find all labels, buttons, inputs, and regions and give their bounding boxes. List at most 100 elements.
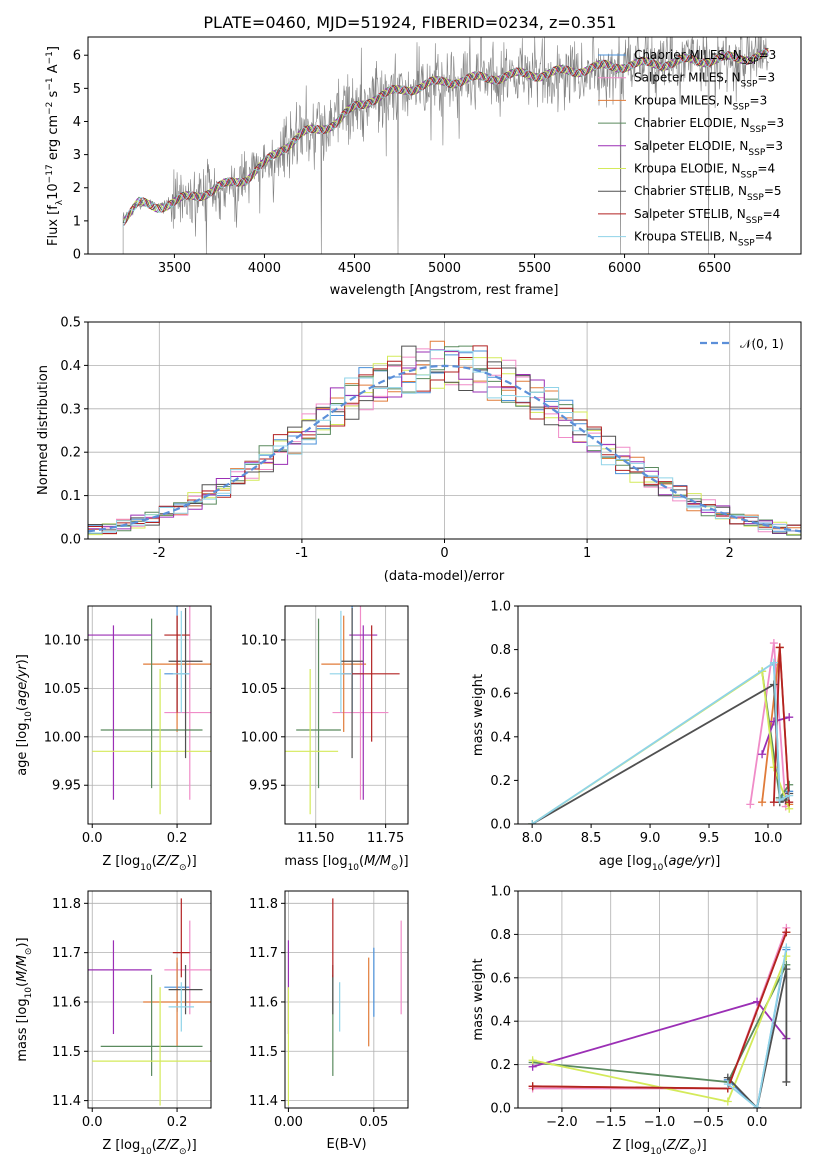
spectrum-ytick-label: 0 (73, 248, 81, 263)
massweight_vs_Z-ylabel: mass weight (471, 958, 486, 1040)
massweight_vs_age-marker-salpeter_elodie (758, 750, 767, 759)
massweight_vs_age-marker-salpeter_miles (746, 800, 755, 809)
legend-label-salpeter_stelib: Salpeter STELIB, NSSP=4 (634, 207, 780, 226)
massweight_vs_age-xtick-label: 8.5 (581, 831, 602, 846)
massweight_vs_age-marker-kroupa_miles (758, 798, 767, 807)
massweight_vs_Z-xlabel: Z [log10(Z/Z⊙)] (612, 1138, 706, 1157)
mass_vs_Z-xtick-label: 0.0 (82, 1115, 103, 1130)
massweight_vs_Z-xtick-label: −1.0 (644, 1115, 676, 1130)
massweight_vs_age-marker-salpeter_stelib (775, 643, 784, 652)
massweight_vs_age-marker-kroupa_stelib (775, 796, 784, 805)
massweight_vs_Z-xtick-label: −1.5 (595, 1115, 627, 1130)
residuals-plot-area (88, 340, 801, 536)
residuals-xtick-label: 2 (726, 546, 734, 561)
massweight_vs_Z-ytick-label: 0.2 (490, 1058, 511, 1073)
residuals-ytick-label: 0.1 (60, 489, 81, 504)
residuals-xtick-label: 1 (583, 546, 591, 561)
age_vs_mass-xtick-label: 11.50 (297, 831, 334, 846)
age_vs_mass-frame (284, 605, 409, 825)
mass_vs_ebv-ytick-label: 11.8 (249, 897, 278, 912)
massweight_vs_Z-frame (517, 890, 802, 1109)
residuals-legend: 𝒩(0, 1) (700, 337, 784, 351)
massweight_vs_Z-marker-chabrier_stelib (782, 1077, 791, 1086)
legend-label-salpeter_miles: Salpeter MILES, NSSP=3 (634, 71, 775, 90)
histogram-kroupa_stelib (88, 349, 801, 534)
legend-label-chabrier_miles: Chabrier MILES, NSSP=3 (634, 48, 776, 67)
mass_vs_ebv-plot-area (287, 898, 402, 1106)
massweight_vs_Z-marker-kroupa_elodie (723, 1097, 732, 1106)
age_vs_mass-xtick-label: 11.75 (367, 831, 404, 846)
mass_vs_ebv-xlabel: E(B-V) (326, 1137, 366, 1152)
mass_vs_Z-ylabel: mass [log10(M/M⊙)] (15, 937, 34, 1061)
massweight_vs_age-plot-area (528, 639, 794, 824)
age_vs_mass-xlabel: mass [log10(M/M⊙)] (284, 854, 408, 873)
massweight_vs_age-marker-chabrier_elodie (785, 780, 794, 789)
massweight_vs_Z-xtick-label: −0.5 (693, 1115, 725, 1130)
massweight_vs_age-ytick-label: 1.0 (490, 600, 511, 615)
mass_vs_ebv-frame (284, 890, 409, 1109)
legend-label-kroupa_miles: Kroupa MILES, NSSP=3 (634, 93, 767, 112)
age_vs_mass-ytick-label: 9.95 (249, 779, 278, 794)
residuals-ytick-label: 0.5 (60, 316, 81, 331)
spectrum-legend: Chabrier MILES, NSSP=3 Salpeter MILES, NS… (598, 48, 784, 249)
age_vs_mass-panel: 11.50 11.75 9.95 10.00 10.05 10.10 (241, 605, 409, 846)
spectrum-ytick-label: 2 (73, 181, 81, 196)
massweight_vs_age-ytick-label: 0.8 (490, 643, 511, 658)
spectrum-xtick-label: 6000 (608, 261, 641, 276)
residuals-xtick-label: 0 (440, 546, 448, 561)
mass_vs_Z-xlabel: Z [log10(Z/Z⊙)] (102, 1138, 196, 1157)
legend-label-normal: 𝒩(0, 1) (740, 337, 784, 351)
spectrum-ytick-label: 1 (73, 214, 81, 229)
massweight_vs_Z-marker-kroupa_stelib (782, 943, 791, 952)
massweight_vs_age-xtick-label: 10.0 (754, 831, 783, 846)
massweight_vs_age-line-kroupa_stelib (531, 661, 790, 824)
spectrum-xtick-label: 5000 (428, 261, 461, 276)
residuals-ytick-label: 0.3 (60, 402, 81, 417)
legend-label-kroupa_elodie: Kroupa ELODIE, NSSP=4 (634, 162, 775, 181)
mass_vs_ebv-ytick-label: 11.5 (249, 1045, 278, 1060)
massweight_vs_age-xtick-label: 9.5 (699, 831, 720, 846)
spectrum-xlabel: wavelength [Angstrom, rest frame] (330, 283, 559, 298)
massweight_vs_age-xlabel: age [log10(age/yr)] (599, 854, 721, 873)
massweight_vs_Z-marker-chabrier_stelib (782, 965, 791, 974)
massweight_vs_Z-ytick-label: 0.8 (490, 928, 511, 943)
age_vs_mass-ytick-label: 10.00 (241, 730, 278, 745)
massweight_vs_age-marker-salpeter_miles (769, 639, 778, 648)
spectrum-model-kroupa_stelib (122, 48, 769, 227)
massweight_vs_Z-plot-area (528, 923, 791, 1108)
mass_vs_ebv-ytick-label: 11.7 (249, 946, 278, 961)
age_vs_mass-ytick-label: 10.05 (241, 682, 278, 697)
age_vs_Z-xtick-label: 0.2 (167, 831, 188, 846)
residuals-xtick-label: -1 (295, 546, 308, 561)
massweight_vs_Z-xtick-label: −2.0 (546, 1115, 578, 1130)
spectrum-ytick-label: 5 (73, 82, 81, 97)
spectrum-ytick-label: 6 (73, 49, 81, 64)
mass_vs_Z-frame (87, 890, 212, 1109)
mass_vs_ebv-xtick-label: 0.05 (359, 1115, 388, 1130)
normal-curve (88, 364, 801, 533)
massweight_vs_Z-line-kroupa_stelib (727, 947, 788, 1108)
massweight_vs_age-marker-salpeter_stelib (769, 798, 778, 807)
massweight_vs_age-marker-salpeter_elodie (785, 713, 794, 722)
mass_vs_ebv-xtick-label: 0.00 (274, 1115, 303, 1130)
massweight_vs_Z-panel: −2.0 −1.5 −1.0 −0.5 0.0 0.0 0.2 0.4 0.6 0.8 1.0 (490, 885, 802, 1130)
age_vs_Z-ytick-label: 10.05 (44, 682, 81, 697)
spectrum-frame (87, 36, 802, 255)
massweight_vs_Z-ytick-label: 1.0 (490, 885, 511, 900)
age_vs_Z-ytick-label: 10.10 (44, 633, 81, 648)
spectrum-ytick-label: 3 (73, 148, 81, 163)
spectrum-xtick-label: 6500 (698, 261, 731, 276)
massweight_vs_Z-marker-salpeter_stelib (528, 1082, 537, 1091)
mass_vs_Z-ytick-label: 11.4 (52, 1094, 81, 1109)
massweight_vs_age-marker-kroupa_elodie (769, 763, 778, 772)
massweight_vs_age-xtick-label: 8.0 (522, 831, 543, 846)
residuals-ylabel: Normed distribution (36, 365, 51, 495)
massweight_vs_Z-line-chabrier_stelib (727, 968, 788, 1108)
massweight_vs_Z-marker-kroupa_stelib (753, 1104, 762, 1108)
massweight_vs_age-marker-kroupa_stelib (528, 820, 537, 824)
spectrum-xtick-label: 3500 (158, 261, 191, 276)
residuals-xlabel: (data-model)/error (384, 569, 505, 584)
residuals-xtick-label: -2 (153, 546, 166, 561)
mass_vs_Z-ytick-label: 11.6 (52, 995, 81, 1010)
massweight_vs_Z-marker-kroupa_elodie (782, 952, 791, 961)
